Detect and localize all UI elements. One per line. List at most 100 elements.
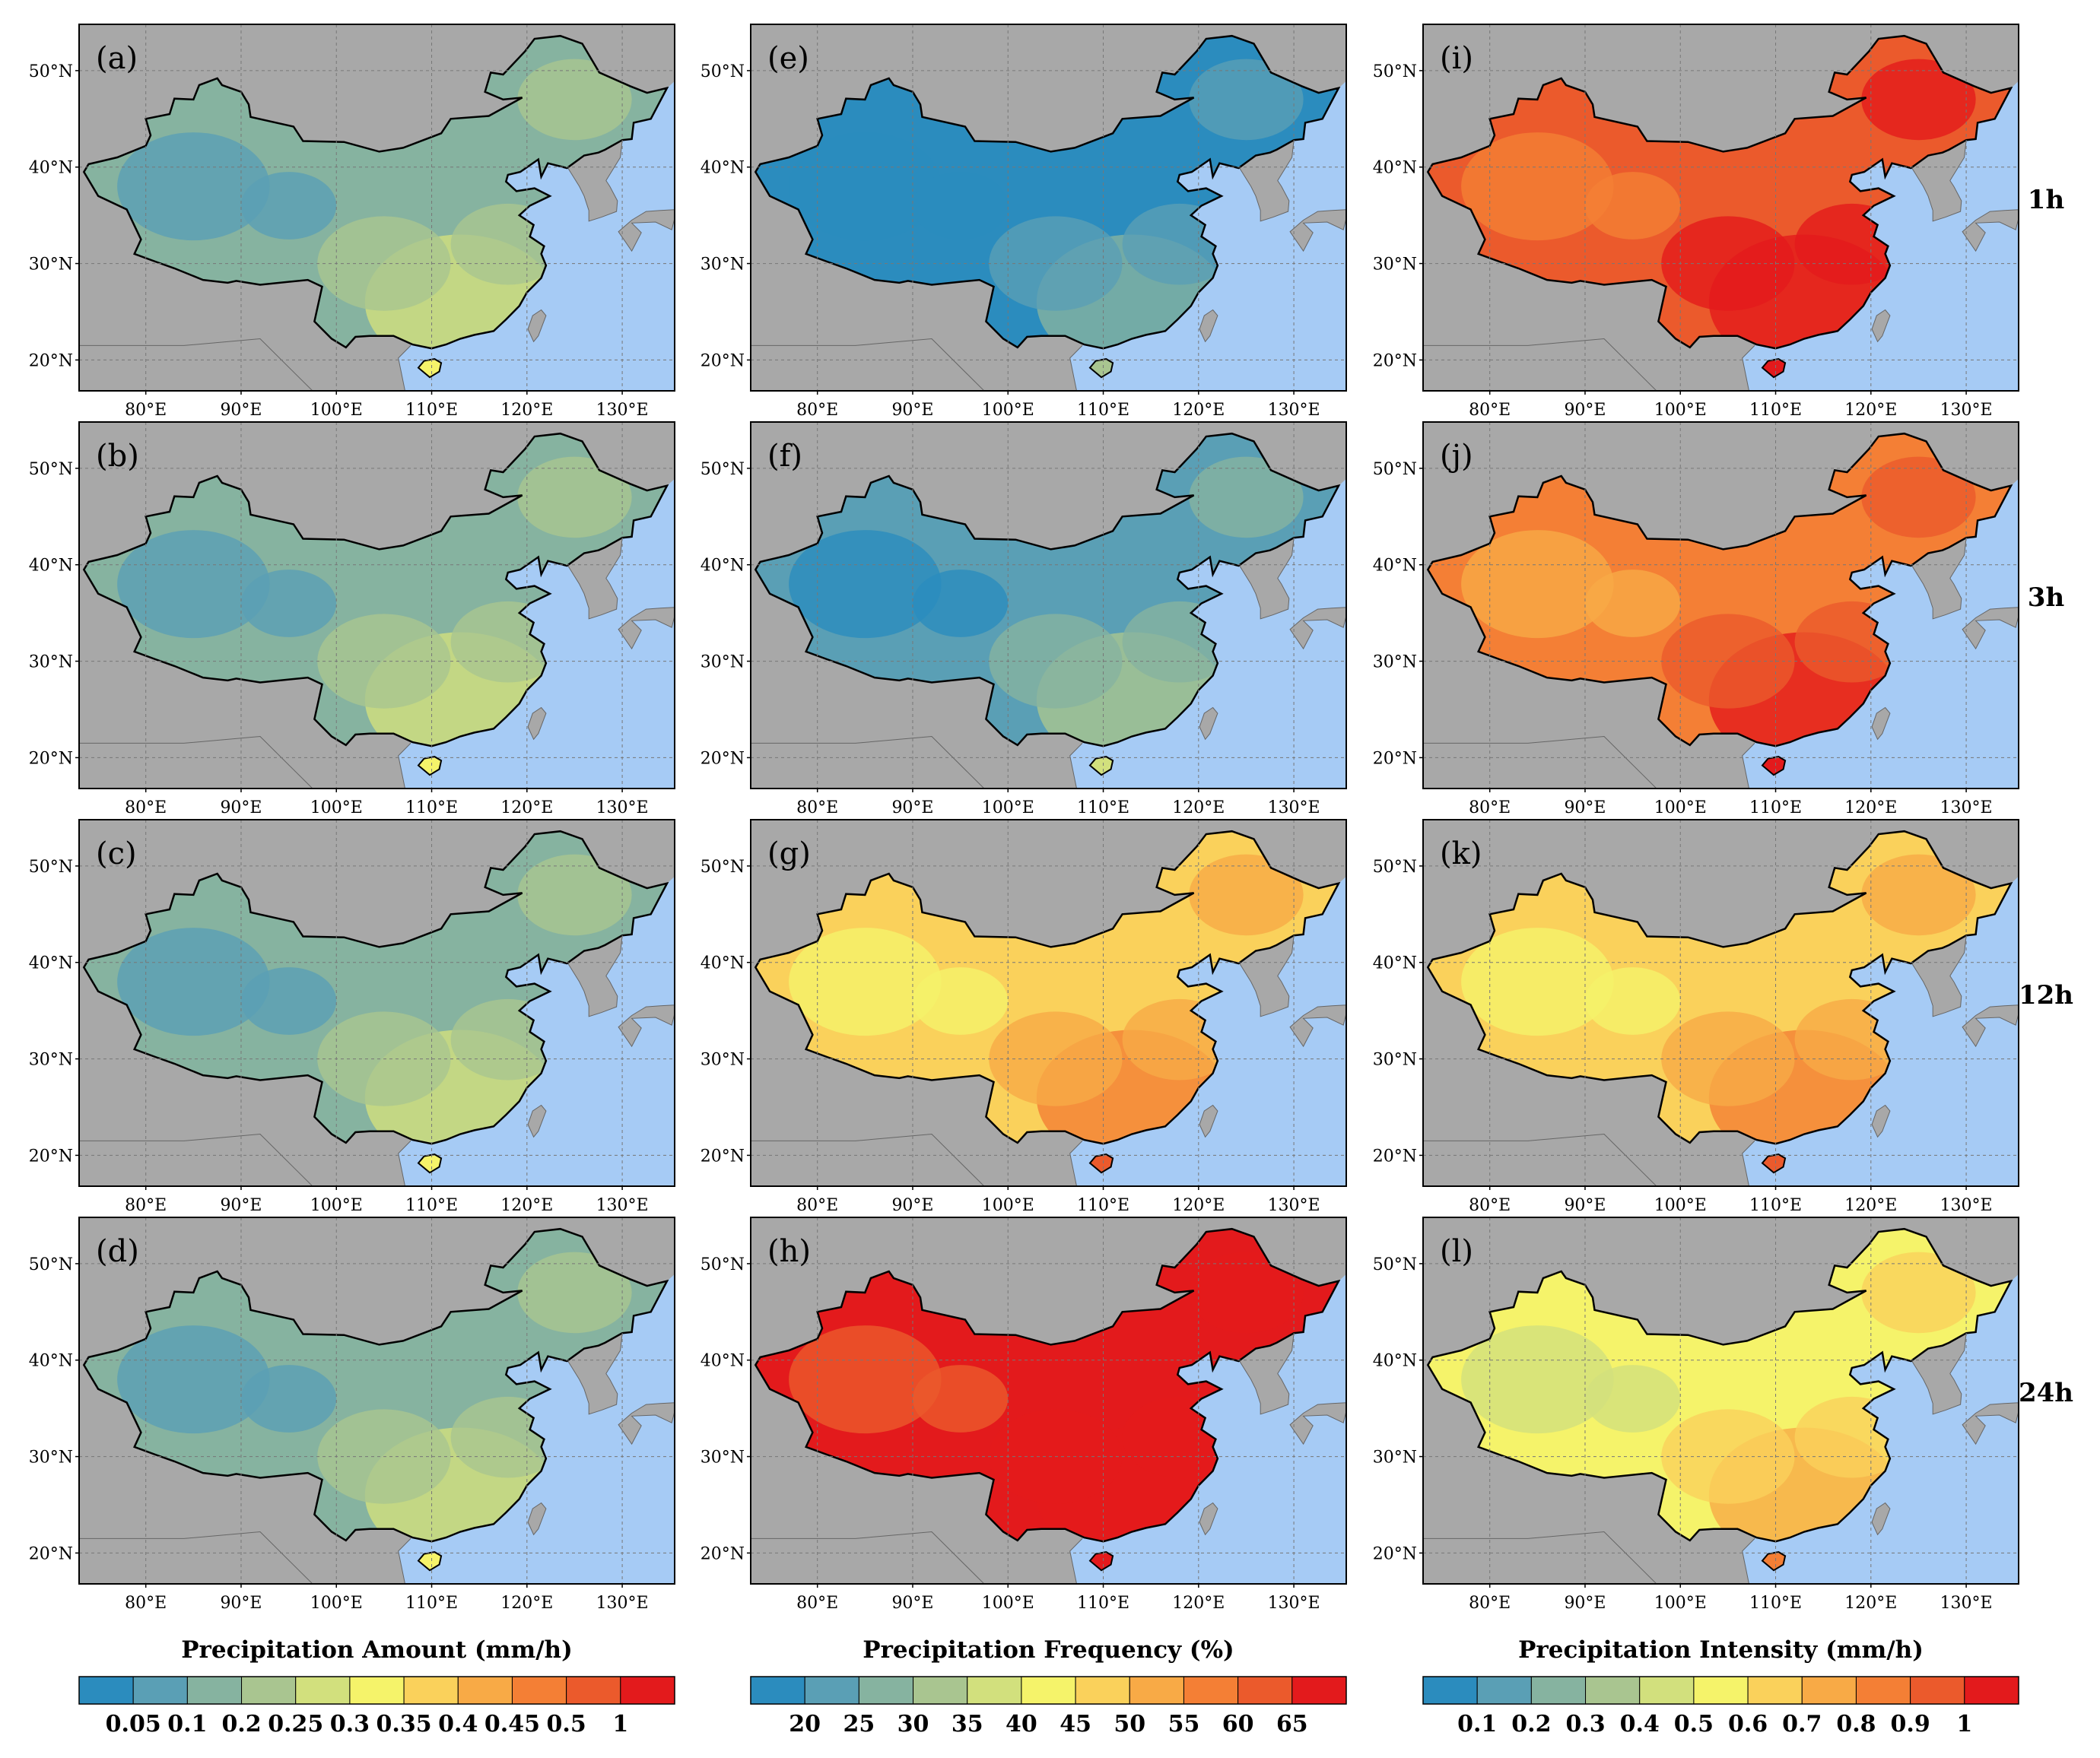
lon-tick-label: 130°E	[1940, 1594, 1993, 1613]
lon-tick-label: 130°E	[596, 798, 649, 817]
colorbar-swatch	[1291, 1676, 1347, 1705]
lon-tick-label: 80°E	[125, 798, 167, 817]
hainan	[417, 1551, 443, 1572]
panel-frame	[78, 1217, 675, 1585]
japan	[1962, 205, 2019, 252]
row-label: 3h	[2028, 582, 2064, 613]
colorbar-tick-label: 0.6	[1728, 1711, 1768, 1737]
panel-label: (k)	[1440, 836, 1482, 871]
china-outline	[82, 34, 669, 350]
lat-tick-label: 40°N	[701, 1352, 745, 1371]
japan	[1962, 1398, 2019, 1445]
taiwan	[527, 1104, 547, 1138]
pattern-blob	[517, 1252, 632, 1334]
lat-tick-label: 40°N	[29, 159, 73, 178]
lon-tick-label: 90°E	[220, 798, 262, 817]
lon-tick-label: 100°E	[310, 1196, 363, 1215]
colorbar-swatch	[1855, 1676, 1911, 1705]
pattern-blob	[1189, 59, 1304, 141]
pattern-blob	[1584, 570, 1681, 637]
colorbar-swatch	[457, 1676, 513, 1705]
pattern-blob	[912, 1365, 1009, 1433]
lon-tick-label: 90°E	[1564, 1196, 1606, 1215]
lon-tick-label: 130°E	[1268, 1196, 1320, 1215]
colorbar-tick-label: 35	[952, 1711, 983, 1737]
lon-tick-label: 90°E	[1564, 401, 1606, 420]
japan	[618, 1000, 675, 1048]
taiwan	[1199, 1502, 1218, 1536]
hainan	[417, 358, 443, 379]
map-panel-c	[79, 820, 675, 1186]
border-line	[751, 338, 1083, 391]
lon-tick-label: 110°E	[1749, 798, 1802, 817]
china-outline	[754, 1227, 1341, 1543]
lon-tick-label: 90°E	[1564, 1594, 1606, 1613]
panel-label: (i)	[1440, 41, 1473, 76]
lon-tick-label: 90°E	[220, 1594, 262, 1613]
colorbar-tick-label: 0.45	[484, 1711, 540, 1737]
lon-tick-label: 120°E	[500, 1594, 553, 1613]
china-outline	[82, 1227, 669, 1543]
lon-tick-label: 80°E	[1469, 798, 1511, 817]
pattern-blob	[1861, 1252, 1976, 1334]
lon-tick-label: 130°E	[596, 1196, 649, 1215]
lon-tick-label: 110°E	[1749, 1594, 1802, 1613]
hainan	[1761, 1153, 1787, 1174]
colorbar-title: Precipitation Intensity (mm/h)	[1518, 1636, 1924, 1664]
taiwan	[1199, 309, 1218, 343]
colorbar-swatch	[511, 1676, 567, 1705]
colorbar-swatch	[403, 1676, 459, 1705]
lat-tick-label: 20°N	[29, 1544, 73, 1563]
japan	[1962, 1000, 2019, 1048]
lon-tick-label: 120°E	[1844, 798, 1897, 817]
border-line	[79, 735, 411, 789]
lon-tick-label: 110°E	[1077, 1196, 1129, 1215]
colorbar-frame	[78, 1676, 675, 1705]
lon-tick-label: 80°E	[796, 401, 838, 420]
lon-tick-label: 110°E	[1077, 798, 1129, 817]
colorbar-tick-label: 0.5	[547, 1711, 586, 1737]
border-line	[1423, 1531, 1755, 1584]
map-panel-k	[1423, 820, 2019, 1186]
pattern-blob	[1189, 1252, 1304, 1334]
pattern-blob	[1584, 172, 1681, 240]
colorbar-swatch	[78, 1676, 134, 1705]
colorbar-title: Precipitation Frequency (%)	[863, 1636, 1234, 1664]
lat-tick-label: 50°N	[29, 1255, 73, 1274]
colorbar-frame	[750, 1676, 1347, 1705]
panel-label: (a)	[96, 41, 138, 76]
taiwan	[1871, 1104, 1891, 1138]
colorbar-tick-label: 0.3	[1565, 1711, 1605, 1737]
lon-tick-label: 120°E	[1172, 1594, 1225, 1613]
colorbar-tick-label: 1	[612, 1711, 628, 1737]
colorbar-swatch	[1129, 1676, 1184, 1705]
panel-label: (c)	[96, 836, 137, 871]
taiwan	[1871, 706, 1891, 741]
panel-frame	[750, 1217, 1347, 1585]
china-outline	[1426, 830, 2013, 1145]
taiwan	[527, 1502, 547, 1536]
lon-tick-label: 110°E	[405, 798, 458, 817]
border-line	[79, 1133, 411, 1186]
colorbar-tick-label: 0.2	[221, 1711, 261, 1737]
lat-tick-label: 20°N	[1373, 1544, 1417, 1563]
lat-tick-label: 30°N	[29, 1051, 73, 1070]
lon-tick-label: 120°E	[500, 1196, 553, 1215]
panel-frame	[750, 819, 1347, 1187]
pattern-blob	[912, 967, 1009, 1035]
lon-tick-label: 80°E	[125, 401, 167, 420]
pattern-blob	[517, 456, 632, 538]
lon-tick-label: 130°E	[1940, 798, 1993, 817]
panel-label: (b)	[96, 439, 139, 474]
pattern-blob	[117, 928, 270, 1036]
colorbar-swatch	[1476, 1676, 1532, 1705]
colorbar-swatch	[295, 1676, 351, 1705]
lat-tick-label: 30°N	[701, 255, 745, 274]
hainan	[1761, 358, 1787, 379]
colorbar-swatch	[1422, 1676, 1478, 1705]
panel-label: (h)	[767, 1234, 811, 1269]
lat-tick-label: 50°N	[1373, 460, 1417, 479]
lon-tick-label: 90°E	[891, 1594, 933, 1613]
lon-tick-label: 100°E	[982, 798, 1034, 817]
lat-tick-label: 50°N	[1373, 1255, 1417, 1274]
